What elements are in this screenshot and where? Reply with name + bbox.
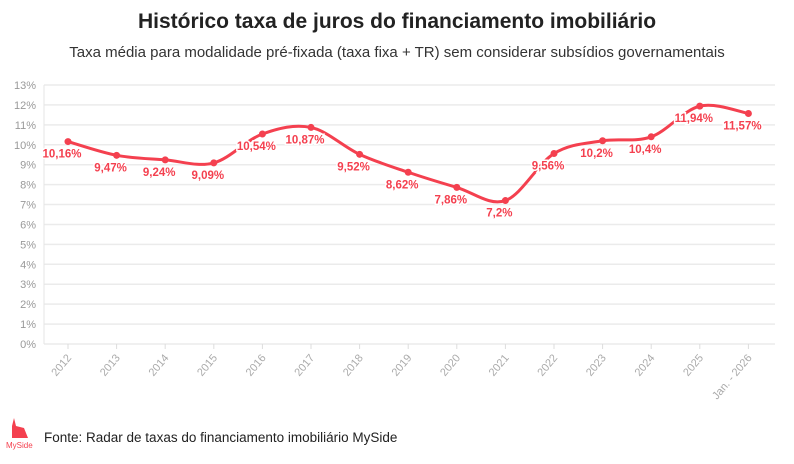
y-tick-label: 10% <box>14 140 36 152</box>
data-point <box>404 168 412 176</box>
svg-text:MySide: MySide <box>6 441 33 450</box>
data-point <box>501 197 509 205</box>
data-label: 9,09% <box>191 170 224 182</box>
y-tick-label: 13% <box>14 80 36 92</box>
x-tick-label: 2024 <box>633 352 658 378</box>
data-point <box>356 150 364 158</box>
data-label: 10,16% <box>42 149 81 161</box>
data-label: 8,62% <box>386 179 419 191</box>
data-label: 11,57% <box>723 120 761 132</box>
data-label: 10,4% <box>629 144 662 156</box>
chart-subtitle: Taxa média para modalidade pré-fixada (t… <box>69 44 725 61</box>
data-label: 9,24% <box>143 167 176 179</box>
x-tick-label: 2019 <box>390 352 415 378</box>
data-label: 7,86% <box>434 194 467 206</box>
data-point <box>64 138 72 146</box>
x-tick-label: 2016 <box>244 352 269 378</box>
data-label: 9,47% <box>94 162 127 174</box>
x-tick-label: 2012 <box>49 352 74 378</box>
x-tick-label: 2022 <box>535 352 560 378</box>
y-tick-label: 5% <box>20 239 36 251</box>
x-tick-label: 2021 <box>487 352 512 378</box>
x-tick-label: 2015 <box>195 352 220 378</box>
y-tick-label: 6% <box>20 219 36 231</box>
y-tick-label: 8% <box>20 180 36 192</box>
data-label: 11,94% <box>675 113 713 125</box>
source-note: Fonte: Radar de taxas do financiamento i… <box>44 430 398 445</box>
y-tick-label: 7% <box>20 200 36 212</box>
data-point <box>453 183 461 191</box>
data-label: 9,52% <box>337 161 370 173</box>
data-label: 10,54% <box>237 141 276 153</box>
y-tick-label: 12% <box>14 100 36 112</box>
myside-logo: MySide <box>6 418 33 450</box>
x-tick-label: 2017 <box>292 352 317 378</box>
x-tick-label: 2025 <box>681 352 706 378</box>
data-point <box>744 109 752 117</box>
data-point <box>161 156 169 164</box>
data-point <box>210 159 218 167</box>
data-label: 9,56% <box>532 161 565 173</box>
data-label: 10,87% <box>285 134 324 146</box>
data-label: 7,2% <box>486 208 512 220</box>
y-tick-label: 11% <box>15 120 36 132</box>
data-label: 10,2% <box>580 148 613 160</box>
y-tick-label: 9% <box>20 160 36 172</box>
data-point <box>647 133 655 141</box>
data-point <box>113 151 121 159</box>
line-chart: 0% 1% 2% 3% 4% 5% 6% 7% 8% 9% 10% 11% 12% 13% 2012 2013… <box>14 80 775 402</box>
y-tick-label: 1% <box>20 319 36 331</box>
chart-title: Histórico taxa de juros do financiamento… <box>137 10 657 33</box>
y-tick-label: 0% <box>20 339 36 351</box>
data-point <box>258 130 266 138</box>
data-point <box>599 137 607 145</box>
x-tick-label: 2020 <box>438 352 463 378</box>
x-tick-label: 2014 <box>147 352 172 378</box>
y-tick-label: 2% <box>20 299 36 311</box>
y-tick-label: 3% <box>20 279 36 291</box>
x-tick-label: Jan. - 2026 <box>710 352 755 402</box>
y-tick-label: 4% <box>20 259 36 271</box>
data-point <box>696 102 704 110</box>
x-tick-label: 2013 <box>98 352 123 378</box>
data-point <box>550 150 558 158</box>
data-point <box>307 123 315 131</box>
x-tick-label: 2018 <box>341 352 366 378</box>
x-tick-label: 2023 <box>584 352 609 378</box>
